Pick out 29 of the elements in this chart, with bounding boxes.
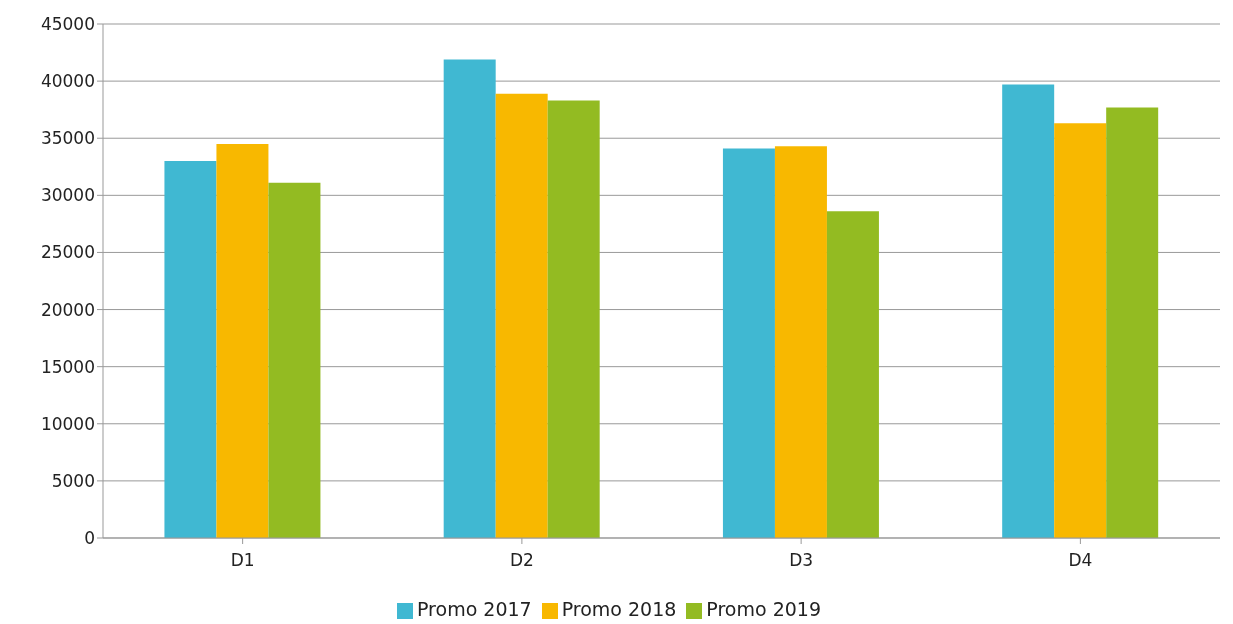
bar (495, 93, 548, 538)
bar (1106, 107, 1159, 538)
y-tick-label: 15000 (40, 356, 95, 377)
bar (774, 146, 827, 538)
y-tick-label: 35000 (40, 128, 95, 149)
y-tick-label: 5000 (51, 470, 95, 491)
y-tick-label: 45000 (40, 14, 95, 35)
bar (216, 143, 269, 538)
bar (164, 161, 217, 538)
x-tick-label: D3 (789, 550, 814, 571)
y-tick-label: 10000 (40, 413, 95, 434)
bar (1002, 84, 1055, 538)
x-tick-label: D4 (1068, 550, 1093, 571)
x-tick-label: D2 (509, 550, 534, 571)
bar (547, 100, 600, 538)
bar (443, 59, 496, 538)
y-tick-label: 0 (84, 528, 95, 549)
legend-label: Promo 2018 (561, 598, 677, 620)
x-tick-label: D1 (230, 550, 255, 571)
bar (1054, 123, 1107, 538)
y-tick-label: 25000 (40, 242, 95, 263)
bar (268, 182, 321, 538)
y-tick-label: 20000 (40, 299, 95, 320)
y-tick-label: 40000 (40, 71, 95, 92)
legend-label: Promo 2017 (416, 598, 532, 620)
bar (826, 211, 879, 538)
y-tick-label: 30000 (40, 185, 95, 206)
legend-label: Promo 2019 (706, 598, 821, 620)
bar (722, 148, 775, 538)
